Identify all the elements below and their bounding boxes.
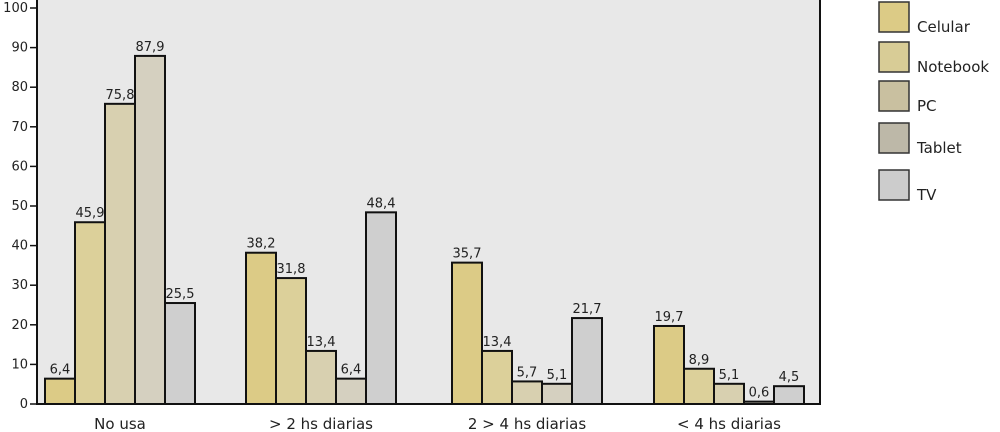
- legend-swatch: [878, 169, 910, 201]
- bar-notebook: [481, 349, 513, 406]
- data-label: 6,4: [341, 363, 362, 378]
- bar-notebook: [275, 277, 307, 405]
- data-label: 21,7: [573, 302, 602, 317]
- legend-label: PC: [917, 97, 937, 115]
- data-label: 31,8: [277, 262, 306, 277]
- legend-label: TV: [916, 186, 937, 204]
- x-tick-label: 2 > 4 hs diarias: [468, 415, 586, 432]
- data-label: 6,4: [50, 363, 71, 378]
- bar-pc: [305, 349, 337, 406]
- legend-label: Celular: [917, 18, 971, 36]
- y-tick-label: 0: [20, 397, 28, 412]
- y-tick-label: 90: [11, 41, 28, 56]
- y-tick-label: 70: [11, 120, 28, 135]
- legend-label: Notebook: [917, 58, 989, 76]
- data-label: 48,4: [367, 196, 396, 211]
- data-label: 13,4: [483, 335, 512, 350]
- data-label: 5,7: [517, 365, 538, 380]
- bar-pc: [104, 102, 136, 405]
- y-tick-label: 60: [11, 159, 28, 174]
- data-label: 13,4: [307, 335, 336, 350]
- bar-tv: [773, 385, 805, 405]
- bar-celular: [44, 377, 76, 406]
- bar-celular: [245, 251, 277, 405]
- bar-pc: [511, 380, 543, 406]
- legend-swatch: [878, 1, 910, 33]
- bar-notebook: [74, 221, 106, 405]
- y-tick-label: 100: [3, 1, 28, 16]
- bar-tablet: [541, 382, 573, 405]
- bar-tv: [164, 302, 196, 405]
- data-label: 5,1: [547, 368, 568, 383]
- bar-celular: [653, 324, 685, 406]
- legend-swatch: [878, 41, 910, 73]
- bar-tablet: [743, 400, 775, 405]
- data-label: 45,9: [76, 206, 105, 221]
- legend-label: Tablet: [916, 139, 962, 157]
- y-tick-label: 80: [11, 80, 28, 95]
- x-tick-label: > 2 hs diarias: [269, 415, 373, 432]
- data-label: 19,7: [655, 310, 684, 325]
- y-tick-label: 50: [11, 199, 28, 214]
- legend-swatch: [878, 80, 910, 112]
- bar-tv: [571, 317, 603, 405]
- data-label: 25,5: [166, 287, 195, 302]
- data-label: 75,8: [106, 88, 135, 103]
- data-label: 87,9: [136, 40, 165, 55]
- bar-tv: [365, 211, 397, 405]
- data-label: 5,1: [719, 368, 740, 383]
- y-tick-label: 40: [11, 239, 28, 254]
- bar-pc: [713, 382, 745, 405]
- y-tick-label: 10: [11, 357, 28, 372]
- bar-notebook: [683, 367, 715, 406]
- data-label: 35,7: [453, 247, 482, 262]
- y-tick-label: 30: [11, 278, 28, 293]
- data-label: 0,6: [749, 386, 770, 401]
- data-label: 4,5: [779, 370, 800, 385]
- x-tick-label: No usa: [94, 415, 146, 432]
- legend-swatch: [878, 122, 910, 154]
- bar-tablet: [335, 377, 367, 406]
- data-label: 38,2: [247, 237, 276, 252]
- x-tick-label: < 4 hs diarias: [677, 415, 781, 432]
- data-label: 8,9: [689, 353, 710, 368]
- bar-celular: [451, 261, 483, 405]
- bar-tablet: [134, 54, 166, 406]
- y-tick-label: 20: [11, 318, 28, 333]
